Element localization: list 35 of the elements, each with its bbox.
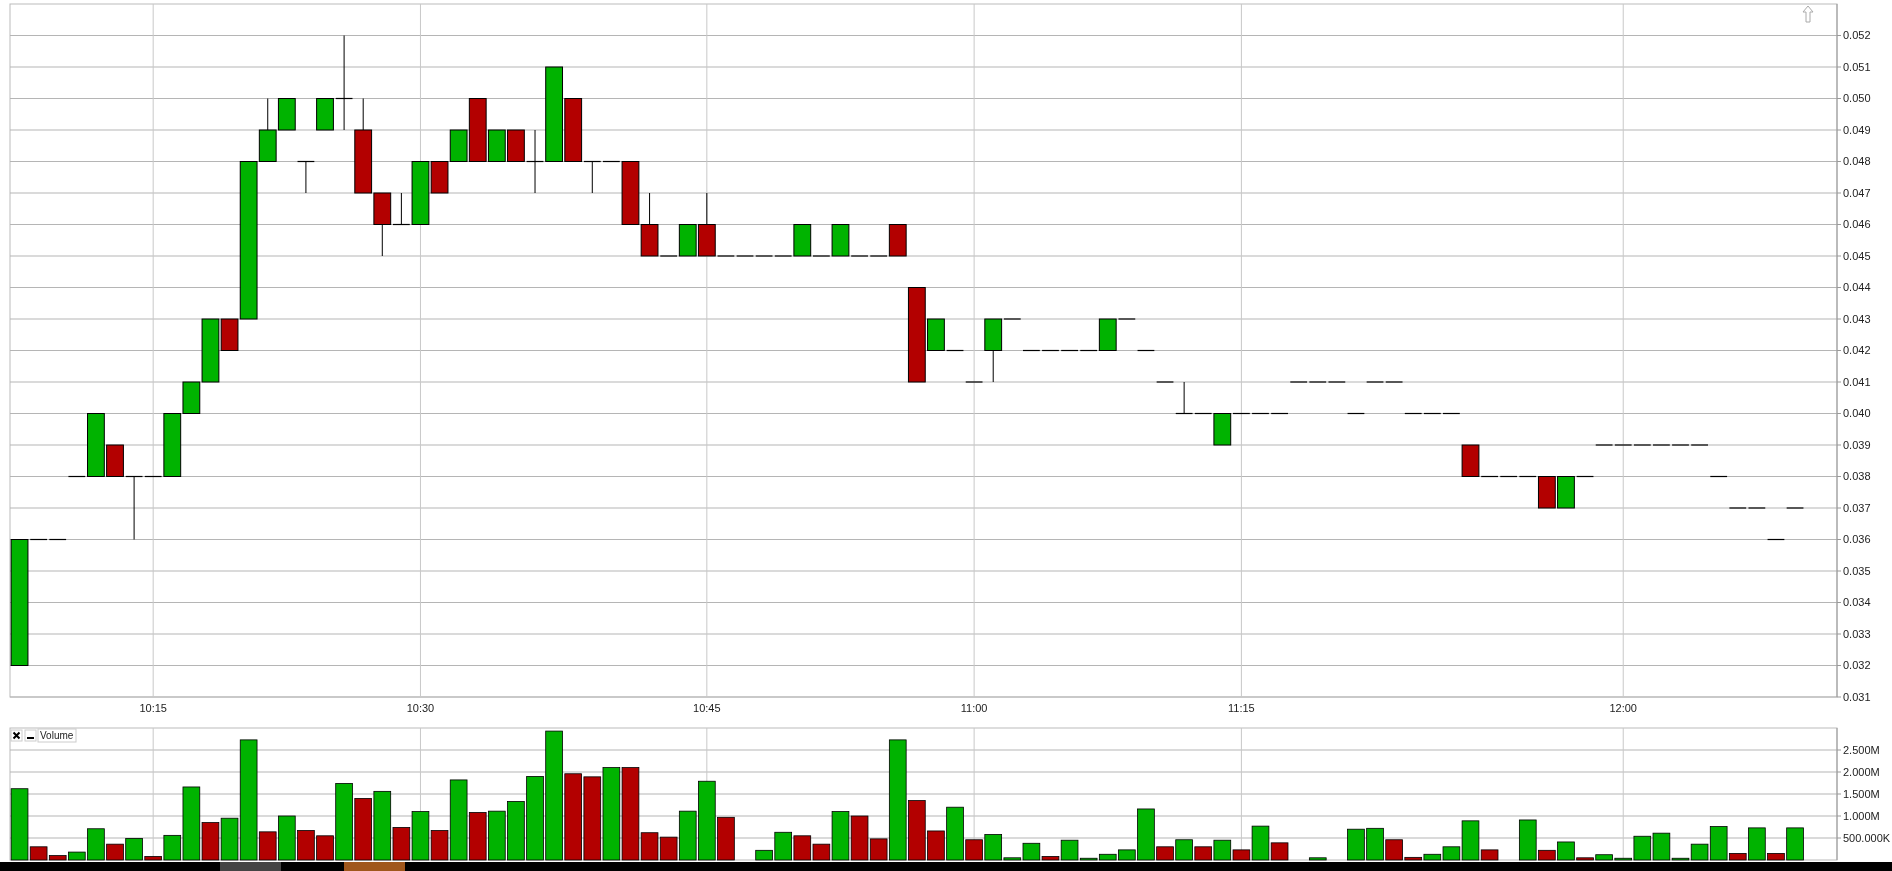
y-tick-label: 0.037: [1843, 501, 1871, 514]
y-tick-label: 0.033: [1843, 627, 1871, 640]
y-tick-label: 0.050: [1843, 92, 1871, 105]
y-tick-label: 0.043: [1843, 312, 1871, 325]
x-tick-label: 11:15: [1228, 702, 1255, 714]
y-tick-label: 0.044: [1843, 281, 1871, 294]
x-tick-label: 10:30: [406, 702, 435, 714]
y-tick-label: 2.500M: [1843, 743, 1880, 756]
y-tick-label: 0.045: [1843, 249, 1871, 262]
y-tick-label: 0.046: [1843, 218, 1871, 231]
chart-title: Volume: [40, 730, 74, 741]
y-tick-label: 0.039: [1843, 438, 1871, 451]
x-tick-label: 10:15: [139, 702, 167, 714]
x-tick-label: 11:00: [960, 702, 988, 714]
y-tick-label: 0.042: [1843, 344, 1871, 357]
y-tick-label: 0.040: [1843, 407, 1871, 420]
x-tick-label: 10:45: [693, 702, 721, 714]
x-tick-label: 12:00: [1609, 702, 1637, 714]
y-tick-label: 0.041: [1843, 375, 1871, 388]
y-tick-label: 0.036: [1843, 533, 1871, 546]
y-tick-label: 0.047: [1843, 186, 1871, 199]
y-tick-label: 0.048: [1843, 155, 1871, 168]
y-tick-label: 1.500M: [1843, 787, 1880, 800]
y-tick-label: 0.032: [1843, 659, 1871, 672]
y-tick-label: 500.000K: [1843, 831, 1891, 844]
y-tick-label: 0.038: [1843, 470, 1871, 483]
y-tick-label: 0.051: [1843, 60, 1871, 73]
y-tick-label: 0.052: [1843, 29, 1871, 42]
y-tick-label: 0.035: [1843, 564, 1871, 577]
y-tick-label: 0.031: [1843, 690, 1871, 703]
bar: [1308, 857, 1327, 861]
y-tick-label: 2.000M: [1843, 765, 1880, 778]
y-tick-label: 1.000M: [1843, 809, 1880, 822]
y-tick-label: 0.034: [1843, 596, 1871, 609]
y-tick-label: 0.049: [1843, 123, 1871, 136]
